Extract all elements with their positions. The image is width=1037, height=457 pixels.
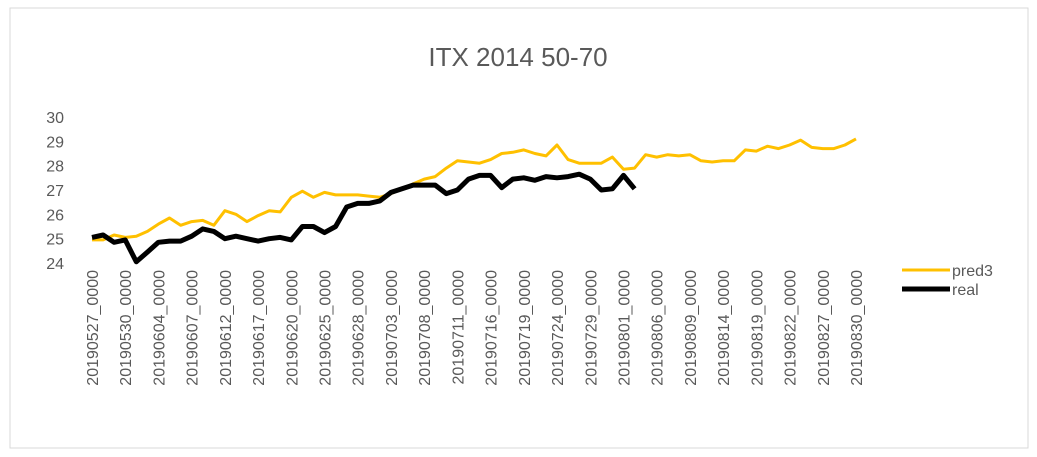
x-tick-label: 20190724_0000 [550,270,567,386]
x-tick-label: 20190806_0000 [650,270,667,386]
x-tick-label: 20190716_0000 [484,270,501,386]
x-tick-label: 20190809_0000 [683,270,700,386]
x-tick-label: 20190801_0000 [616,270,633,386]
legend-label: real [952,282,979,299]
x-tick-label: 20190703_0000 [384,270,401,386]
x-tick-label: 20190604_0000 [151,270,168,386]
chart-title: ITX 2014 50-70 [428,42,607,72]
chart-border [9,7,1029,449]
y-tick-label: 25 [46,232,64,249]
x-tick-label: 20190708_0000 [417,270,434,386]
series-line [92,137,857,242]
x-tick-label: 20190830_0000 [849,270,866,386]
legend-label: pred3 [952,263,993,280]
x-tick-label: 20190527_0000 [85,270,102,386]
x-tick-label: 20190711_0000 [450,270,467,385]
x-tick-label: 20190729_0000 [583,270,600,386]
x-tick-label: 20190612_0000 [218,270,235,386]
y-tick-label: 28 [46,159,64,176]
y-tick-label: 24 [46,256,64,273]
x-tick-label: 20190607_0000 [185,270,202,386]
x-tick-label: 20190617_0000 [251,270,268,386]
x-tick-label: 20190625_0000 [318,270,335,386]
x-tick-label: 20190628_0000 [351,270,368,386]
x-tick-label: 20190827_0000 [816,270,833,386]
y-tick-label: 26 [46,207,64,224]
y-tick-label: 29 [46,134,64,151]
x-tick-label: 20190822_0000 [783,270,800,386]
x-tick-label: 20190814_0000 [716,270,733,386]
y-tick-label: 30 [46,110,64,127]
x-tick-label: 20190819_0000 [749,270,766,386]
x-tick-label: 20190530_0000 [118,270,135,386]
series-line [91,171,637,265]
y-tick-label: 27 [46,183,64,200]
x-tick-label: 20190620_0000 [284,270,301,386]
x-tick-label: 20190719_0000 [517,270,534,386]
